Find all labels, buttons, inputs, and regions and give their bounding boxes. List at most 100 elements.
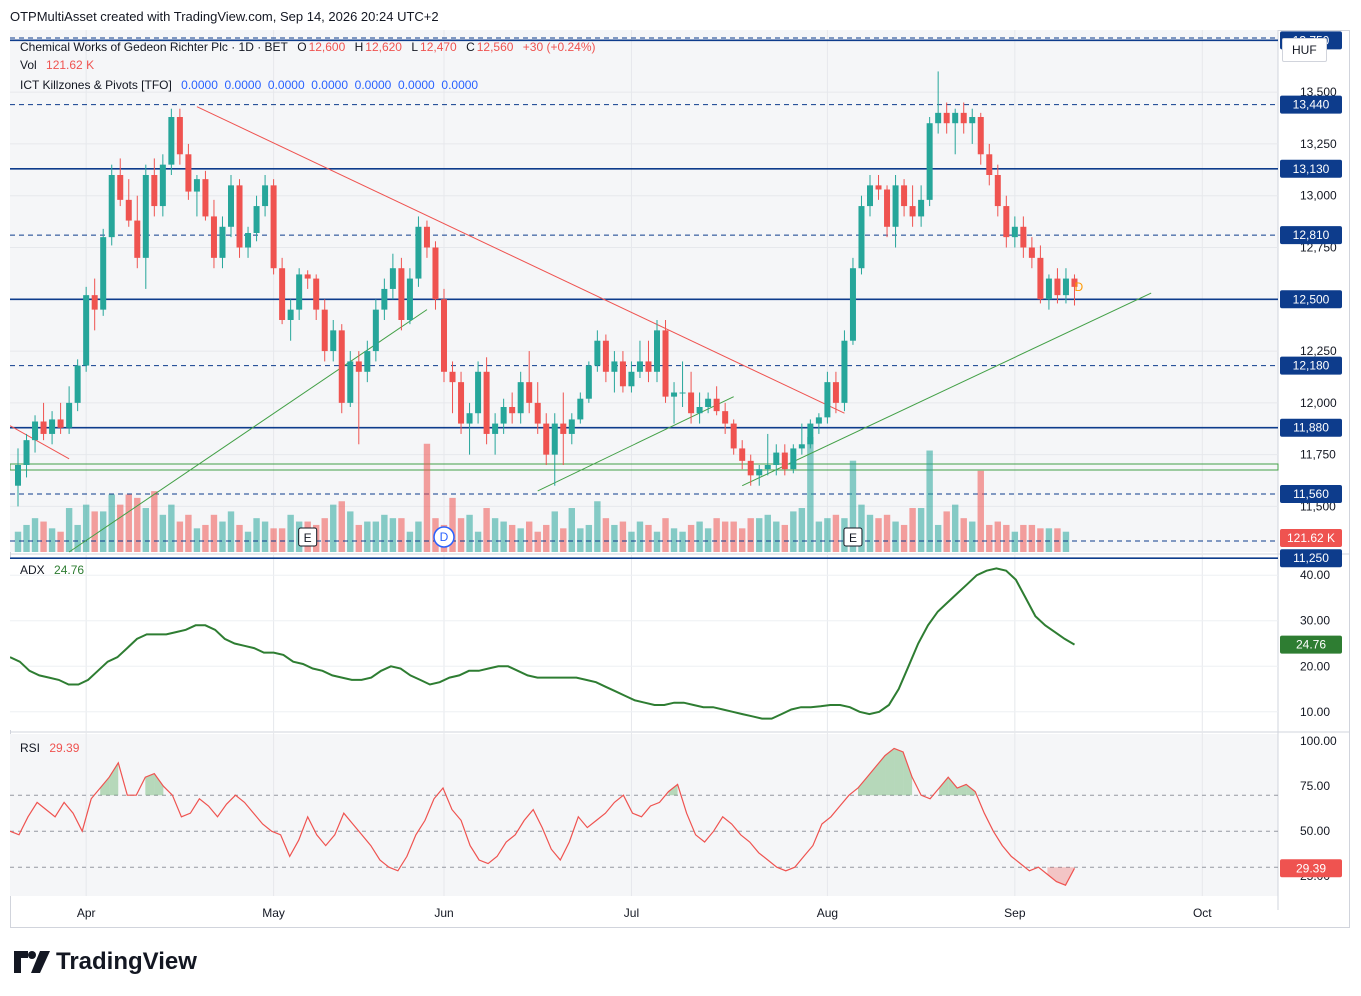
volume-bar <box>832 514 840 552</box>
volume-bar <box>611 524 618 552</box>
currency-button[interactable]: HUF <box>1282 38 1327 62</box>
candle-body <box>202 179 209 217</box>
candle-body <box>193 179 200 192</box>
legend-adx: ADX 24.76 <box>20 563 86 577</box>
volume-bar <box>483 508 490 552</box>
volume-bar <box>31 518 39 552</box>
volume-bar <box>82 504 90 552</box>
volume-bar <box>670 528 678 552</box>
volume-bar <box>185 514 192 552</box>
candle-body <box>594 340 601 366</box>
candle-body <box>74 365 81 403</box>
candle-body <box>1003 206 1010 238</box>
candle-body <box>747 460 754 476</box>
volume-bar <box>236 524 243 552</box>
level-label: 13,130 <box>1293 162 1330 176</box>
candle-body <box>279 268 286 320</box>
rsi-oversold-fill <box>1047 867 1057 882</box>
volume-bar <box>91 511 98 552</box>
candle-body <box>849 268 856 341</box>
rsi-overbought-fill <box>876 755 886 796</box>
volume-bar <box>687 524 695 552</box>
candle-body <box>1045 278 1052 300</box>
volume-bar <box>151 491 158 552</box>
adx-label: ADX <box>20 563 45 577</box>
volume-bar <box>321 518 328 552</box>
volume-value: 121.62 K <box>46 58 95 72</box>
candle-body <box>398 268 405 320</box>
adx-value-bg <box>1280 635 1342 654</box>
candle-body <box>585 365 592 399</box>
candle-body <box>219 226 226 258</box>
volume-bar <box>721 521 729 552</box>
volume-bar <box>943 511 950 552</box>
candle-body <box>705 398 712 407</box>
volume-bar <box>65 508 73 552</box>
rsi-overbought-fill <box>145 773 155 796</box>
candle-body <box>602 340 609 372</box>
rsi-overbought-fill <box>668 784 678 796</box>
volume-bar <box>474 531 482 552</box>
volume-bar <box>773 521 780 552</box>
level-label: 11,560 <box>1293 487 1329 501</box>
candle-body <box>185 154 192 192</box>
rsi-overbought-fill <box>885 748 895 796</box>
candle-body <box>517 382 524 414</box>
adx-pane <box>10 567 1278 720</box>
volume-bar <box>1054 528 1061 552</box>
candle-body <box>492 423 499 434</box>
volume-bar <box>1028 524 1036 552</box>
candle-body <box>671 392 678 397</box>
open-value: 12,600 <box>308 40 346 54</box>
candle-body <box>321 309 328 352</box>
volume-bar <box>986 524 993 552</box>
volume-bar <box>713 518 720 552</box>
volume-bar <box>892 521 899 552</box>
chart-canvas[interactable]: Apr May Jun Jul Aug Sep Oct11,50011,75012,0001… <box>10 30 1350 928</box>
volume-bar <box>1045 528 1053 552</box>
volume-bar <box>994 521 1001 552</box>
candle-body <box>49 419 56 434</box>
volume-bar <box>577 528 584 552</box>
candle-body <box>730 423 737 449</box>
volume-bar <box>491 518 499 552</box>
volume-bar <box>534 531 541 552</box>
y-tick-label: 11,750 <box>1300 448 1336 462</box>
candle-body <box>577 398 584 420</box>
volume-bar <box>560 528 567 552</box>
candle-body <box>645 361 652 372</box>
candle-body <box>287 309 294 320</box>
change-value: +30 (+0.24%) <box>522 40 596 54</box>
rsi-value: 29.39 <box>49 741 80 755</box>
volume-bar <box>568 508 575 552</box>
tradingview-logo[interactable]: TradingView <box>14 948 197 976</box>
candle-body <box>636 361 643 372</box>
volume-bar <box>934 524 942 552</box>
volume-bar <box>704 528 712 552</box>
candle-body <box>372 309 379 352</box>
candle-body <box>441 299 447 372</box>
candle-body <box>696 407 703 414</box>
candle-body <box>1071 278 1078 287</box>
volume-bar <box>48 528 56 552</box>
candle-body <box>509 407 516 414</box>
candle-body <box>117 175 124 200</box>
earnings-marker-label: E <box>304 531 312 545</box>
legend-rsi: RSI 29.39 <box>20 741 81 755</box>
candle-body <box>500 407 507 424</box>
volume-bar <box>415 521 422 552</box>
grid <box>10 30 1350 910</box>
volume-bar <box>653 531 661 552</box>
volume-bar <box>134 497 141 552</box>
candle-body <box>466 413 473 424</box>
candle-body <box>952 112 959 124</box>
volume-bar <box>977 470 984 552</box>
volume-bar <box>602 518 610 552</box>
adx-value-label: 24.76 <box>1296 638 1326 652</box>
candle-body <box>296 274 303 310</box>
adx-pane-bg <box>10 557 1278 730</box>
candle-body <box>534 402 541 424</box>
rsi-pane-bg <box>10 734 1278 896</box>
candle-body <box>415 226 422 279</box>
volume-bar <box>619 521 627 552</box>
